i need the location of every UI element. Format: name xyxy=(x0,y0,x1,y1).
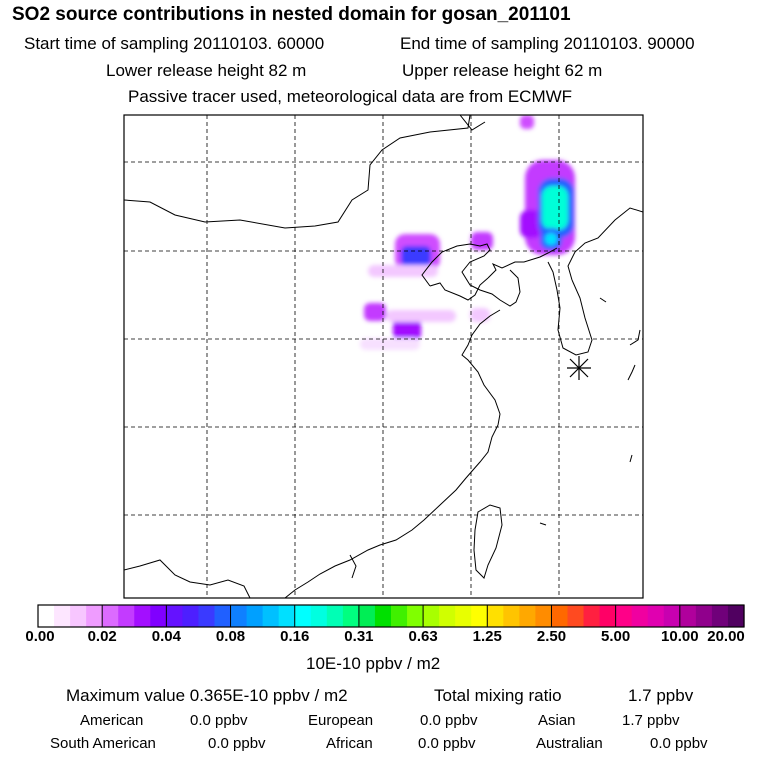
colorbar-cell xyxy=(38,605,55,627)
colorbar-tick-label: 0.08 xyxy=(215,628,246,645)
colorbar-cell xyxy=(150,605,167,627)
colorbar-units: 10E-10 ppbv / m2 xyxy=(306,654,441,673)
max-value-label: Maximum value 0.365E-10 ppbv / m2 xyxy=(66,686,348,705)
colorbar-cell xyxy=(535,605,553,627)
colorbar-cell xyxy=(663,605,681,627)
colorbar-cell xyxy=(86,605,103,627)
colorbar-cell xyxy=(310,605,328,627)
region-asian-name: Asian xyxy=(538,712,576,729)
colorbar-cell xyxy=(246,605,264,627)
region-australian-name: Australian xyxy=(536,735,603,752)
map-frame xyxy=(123,114,644,599)
region-african-name: African xyxy=(326,735,373,752)
colorbar-cell xyxy=(358,605,376,627)
colorbar-cell xyxy=(326,605,344,627)
colorbar-cell xyxy=(391,605,408,627)
colorbar-cell xyxy=(487,605,504,627)
colorbar-cell xyxy=(679,605,697,627)
region-south-american-name: South American xyxy=(50,735,156,752)
colorbar-tick-label: 0.63 xyxy=(408,628,438,645)
colorbar-cell xyxy=(182,605,200,627)
colorbar-cell xyxy=(407,605,424,627)
colorbar-cell xyxy=(423,605,440,627)
lat-lon-grid xyxy=(124,115,643,598)
colorbar-cell xyxy=(503,605,520,627)
colorbar-cell xyxy=(54,605,71,627)
total-mixing-value: 1.7 ppbv xyxy=(628,686,694,705)
colorbar-tick-label: 0.00 xyxy=(25,628,55,645)
colorbar-cell xyxy=(471,605,488,627)
colorbar-cell xyxy=(551,605,569,627)
colorbar-cell xyxy=(198,605,216,627)
colorbar-cell xyxy=(278,605,296,627)
total-mixing-label: Total mixing ratio xyxy=(434,686,562,705)
coastlines xyxy=(124,115,643,598)
concentration-field xyxy=(360,115,575,350)
end-time-label: End time of sampling 20110103. 90000 xyxy=(400,34,695,53)
colorbar-tick-label: 0.31 xyxy=(344,628,374,645)
colorbar-cell xyxy=(294,605,312,627)
colorbar-cell xyxy=(166,605,184,627)
region-american-value: 0.0 ppbv xyxy=(190,712,248,729)
colorbar-cell xyxy=(631,605,649,627)
colorbar-cell xyxy=(439,605,456,627)
colorbar-cell xyxy=(583,605,601,627)
colorbar-cell xyxy=(567,605,585,627)
colorbar-tick-label: 5.00 xyxy=(601,628,631,645)
colorbar-tick-label: 1.25 xyxy=(472,628,502,645)
colorbar-cell xyxy=(230,605,248,627)
colorbar-cell xyxy=(727,605,745,627)
region-european-value: 0.0 ppbv xyxy=(420,712,478,729)
map-panel xyxy=(123,114,644,599)
receptor-star-icon xyxy=(567,356,591,380)
region-south-american-value: 0.0 ppbv xyxy=(208,735,266,752)
colorbar-cell xyxy=(374,605,392,627)
colorbar-tick-label: 0.16 xyxy=(280,628,310,645)
colorbar-cell xyxy=(519,605,537,627)
region-asian-value: 1.7 ppbv xyxy=(622,712,680,729)
lower-release-label: Lower release height 82 m xyxy=(106,61,307,80)
upper-release-label: Upper release height 62 m xyxy=(402,61,603,80)
colorbar-tick-label: 2.50 xyxy=(536,628,567,645)
colorbar-tick-label: 20.00 xyxy=(707,628,745,645)
tracer-note: Passive tracer used, meteorological data… xyxy=(128,87,573,106)
colorbar-cell xyxy=(615,605,633,627)
colorbar-cell xyxy=(102,605,119,627)
colorbar-cell xyxy=(711,605,729,627)
colorbar-tick-label: 0.02 xyxy=(87,628,117,645)
colorbar-cell xyxy=(214,605,232,627)
colorbar-cell xyxy=(134,605,151,627)
colorbar-tick-label: 0.04 xyxy=(151,628,181,645)
colorbar-cell xyxy=(342,605,360,627)
region-african-value: 0.0 ppbv xyxy=(418,735,476,752)
colorbar-cell xyxy=(695,605,713,627)
colorbar-cell xyxy=(262,605,280,627)
colorbar-cell xyxy=(647,605,665,627)
colorbar-cell xyxy=(118,605,135,627)
colorbar-cell xyxy=(599,605,617,627)
start-time-label: Start time of sampling 20110103. 60000 xyxy=(24,34,325,53)
region-australian-value: 0.0 ppbv xyxy=(650,735,708,752)
colorbar-cell xyxy=(70,605,87,627)
plot-title: SO2 source contributions in nested domai… xyxy=(12,4,571,25)
region-american-name: American xyxy=(80,712,144,729)
region-european-name: European xyxy=(308,712,374,729)
colorbar xyxy=(37,604,745,628)
colorbar-tick-label: 10.00 xyxy=(661,628,699,645)
colorbar-cell xyxy=(455,605,472,627)
